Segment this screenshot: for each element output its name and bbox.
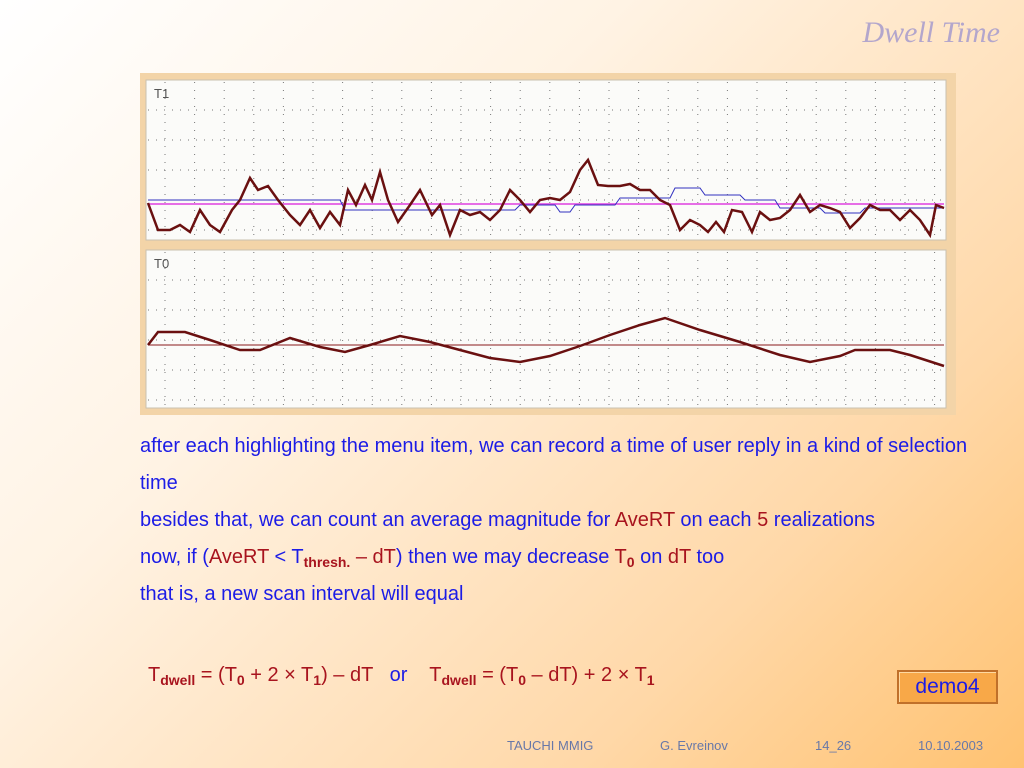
demo-button[interactable]: demo4 [897, 670, 998, 704]
text-run: – dT [350, 546, 396, 568]
panel-label: T1 [154, 86, 169, 101]
slide-title: Dwell Time [862, 16, 1000, 49]
text-run: on [634, 546, 668, 568]
subscript: 0 [626, 554, 635, 570]
text-run: ) then we may decrease [395, 546, 615, 568]
subscript: thresh. [303, 554, 351, 570]
footer-item: 14_26 [815, 738, 852, 753]
grid [148, 82, 944, 406]
panel-t1 [145, 79, 947, 241]
text-run: 5 [757, 509, 769, 531]
subscript: 1 [646, 672, 655, 688]
panel-label: T0 [154, 256, 169, 271]
subscript: 0 [236, 672, 245, 688]
average-trace [148, 187, 944, 214]
text-run: T [429, 664, 442, 686]
text-run: realizations [768, 509, 875, 531]
text-run: ) – dT [321, 664, 373, 686]
subscript: dwell [160, 672, 196, 688]
subscript: 0 [518, 672, 526, 688]
text-run: that is, a new scan interval will equal [140, 583, 464, 605]
footer-item: TAUCHI MMIG [507, 738, 594, 753]
paragraph: after each highlighting the menu item, w… [140, 428, 1000, 502]
paragraph: that is, a new scan interval will equal [140, 576, 1000, 613]
subscript: dwell [441, 672, 477, 688]
formula: Tdwell = (T0 + 2 × T1) – dT or Tdwell = … [148, 664, 655, 687]
text-run: after each highlighting the menu item, w… [140, 435, 968, 494]
text-run: on each [674, 509, 758, 531]
text-run: < T [268, 546, 304, 568]
footer-item: 10.10.2003 [918, 738, 984, 753]
t0-trace [147, 316, 945, 368]
text-run: = (T [195, 664, 237, 686]
text-run: now, if ( [140, 546, 209, 568]
text-run: = (T [476, 664, 519, 686]
signal-plot: T1 T0 [140, 73, 956, 415]
paragraph: besides that, we can count an average ma… [140, 502, 1000, 539]
text-run: besides that, we can count an average ma… [140, 509, 615, 531]
traces [146, 157, 945, 368]
text-run: AveRT [614, 509, 675, 531]
text-run: – dT) + 2 × T [525, 664, 647, 686]
text-run: T [148, 664, 161, 686]
text-run: dT [667, 546, 691, 568]
body-text: after each highlighting the menu item, w… [140, 428, 1000, 613]
text-run: + 2 × T [244, 664, 314, 686]
text-run: AveRT [208, 546, 269, 568]
text-run: or [372, 664, 430, 686]
text-run: T [614, 546, 627, 568]
paragraph: now, if (AveRT < Tthresh. – dT) then we … [140, 539, 1000, 576]
footer-item: G. Evreinov [660, 738, 728, 753]
text-run: too [690, 546, 725, 568]
t1-trace [146, 157, 945, 239]
subscript: 1 [313, 672, 322, 688]
panel-t0 [145, 249, 947, 409]
